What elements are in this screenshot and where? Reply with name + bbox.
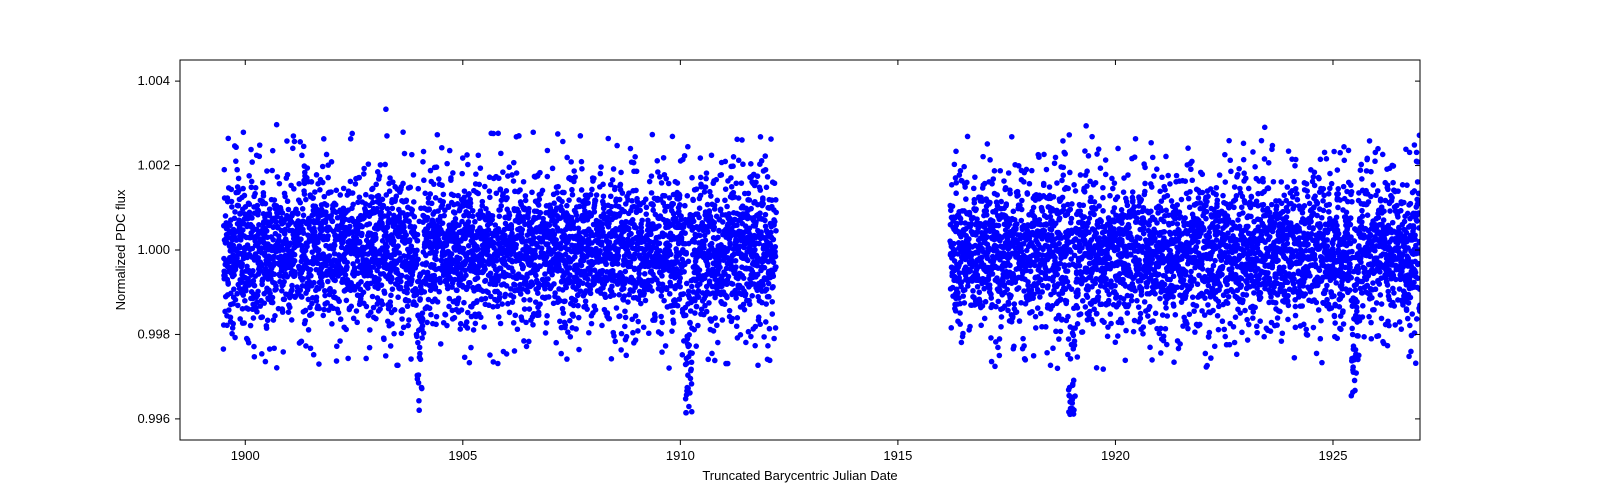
y-axis-label: Normalized PDC flux (113, 189, 128, 310)
x-axis-label: Truncated Barycentric Julian Date (702, 468, 897, 483)
y-tick-label: 0.998 (137, 326, 170, 341)
x-tick-label: 1925 (1319, 448, 1348, 463)
y-tick-label: 1.004 (137, 73, 170, 88)
x-tick-label: 1915 (883, 448, 912, 463)
y-tick-label: 1.002 (137, 158, 170, 173)
chart-svg: 1900 1905 1910 1915 1920 1925 0.996 0.998 1.000 1… (0, 0, 1600, 500)
lightcurve-chart: 1900 1905 1910 1915 1920 1925 0.996 0.998 1.000 1… (0, 0, 1600, 500)
scatter-points (221, 106, 1423, 417)
y-tick-label: 0.996 (137, 411, 170, 426)
x-tick-label: 1905 (448, 448, 477, 463)
y-tick-label: 1.000 (137, 242, 170, 257)
x-tick-label: 1900 (231, 448, 260, 463)
x-tick-label: 1910 (666, 448, 695, 463)
x-tick-label: 1920 (1101, 448, 1130, 463)
